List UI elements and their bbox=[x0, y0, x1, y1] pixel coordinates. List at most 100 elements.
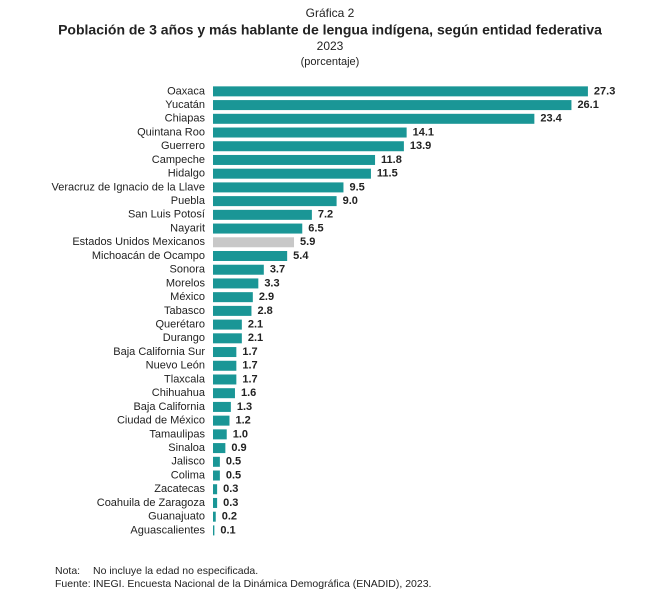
category-label: Querétaro bbox=[155, 319, 205, 331]
category-label: Morelos bbox=[166, 277, 206, 289]
value-label: 11.8 bbox=[381, 154, 402, 166]
bar bbox=[213, 292, 253, 303]
value-label: 2.8 bbox=[257, 305, 272, 317]
category-label: Quintana Roo bbox=[137, 126, 205, 138]
value-label: 23.4 bbox=[540, 113, 562, 125]
category-label: Sonora bbox=[170, 264, 206, 276]
value-label: 27.3 bbox=[594, 85, 615, 97]
bar bbox=[213, 333, 242, 344]
bar bbox=[213, 511, 216, 522]
bar bbox=[213, 154, 376, 165]
bar bbox=[213, 86, 588, 97]
unit-label: (porcentaje) bbox=[301, 56, 360, 68]
value-label: 0.5 bbox=[226, 469, 241, 481]
value-label: 9.0 bbox=[343, 195, 358, 207]
category-label: Sinaloa bbox=[168, 442, 206, 454]
value-label: 1.7 bbox=[242, 346, 257, 358]
value-label: 1.2 bbox=[235, 415, 250, 427]
bar bbox=[213, 141, 404, 152]
value-label: 1.3 bbox=[237, 401, 252, 413]
category-label: Michoacán de Ocampo bbox=[92, 250, 205, 262]
category-label: Coahuila de Zaragoza bbox=[97, 497, 206, 509]
category-label: Guanajuato bbox=[148, 511, 205, 523]
bar bbox=[213, 196, 337, 207]
value-label: 1.7 bbox=[242, 373, 257, 385]
value-label: 0.1 bbox=[220, 524, 235, 536]
category-label: Jalisco bbox=[171, 456, 205, 468]
value-label: 3.7 bbox=[270, 264, 285, 276]
category-label: Tabasco bbox=[164, 305, 205, 317]
bar bbox=[213, 127, 407, 138]
value-label: 0.9 bbox=[231, 442, 246, 454]
note-key: Nota: bbox=[55, 565, 80, 577]
value-label: 7.2 bbox=[318, 209, 333, 221]
category-label: Aguascalientes bbox=[130, 524, 205, 536]
bar bbox=[213, 360, 237, 371]
bar bbox=[213, 484, 218, 495]
value-label: 2.1 bbox=[248, 332, 263, 344]
category-label: Guerrero bbox=[161, 140, 205, 152]
note-key: Fuente: bbox=[55, 578, 91, 590]
bar bbox=[213, 278, 259, 289]
bar bbox=[213, 100, 572, 111]
bar bbox=[213, 347, 237, 358]
value-label: 0.3 bbox=[223, 483, 238, 495]
bar bbox=[213, 113, 535, 124]
value-label: 1.6 bbox=[241, 387, 256, 399]
value-label: 13.9 bbox=[410, 140, 431, 152]
chart-title: Población de 3 años y más hablante de le… bbox=[58, 22, 602, 38]
bar bbox=[213, 264, 264, 275]
value-label: 5.4 bbox=[293, 250, 309, 262]
category-label: Durango bbox=[163, 332, 205, 344]
value-label: 9.5 bbox=[349, 181, 364, 193]
category-label: Tlaxcala bbox=[164, 373, 206, 385]
bar bbox=[213, 223, 303, 234]
bar bbox=[213, 374, 237, 385]
category-label: Zacatecas bbox=[154, 483, 205, 495]
value-label: 26.1 bbox=[577, 99, 598, 111]
value-label: 2.1 bbox=[248, 319, 263, 331]
value-label: 0.5 bbox=[226, 456, 241, 468]
bar bbox=[213, 209, 312, 220]
bar bbox=[213, 415, 230, 426]
bar bbox=[213, 388, 235, 399]
category-label: Tamaulipas bbox=[149, 428, 205, 440]
bar bbox=[213, 305, 252, 316]
bar bbox=[213, 429, 227, 440]
category-label: San Luis Potosí bbox=[128, 209, 205, 221]
category-label: Nayarit bbox=[170, 222, 205, 234]
category-label: Chihuahua bbox=[152, 387, 206, 399]
category-label: Chiapas bbox=[165, 113, 206, 125]
chart-label: Gráfica 2 bbox=[306, 6, 355, 20]
value-label: 5.9 bbox=[300, 236, 315, 248]
bar bbox=[213, 401, 231, 412]
category-label: México bbox=[170, 291, 205, 303]
value-label: 1.0 bbox=[233, 428, 248, 440]
value-label: 0.2 bbox=[222, 511, 237, 523]
value-label: 1.7 bbox=[242, 360, 257, 372]
bar bbox=[213, 456, 220, 467]
value-label: 11.5 bbox=[377, 168, 398, 180]
bar bbox=[213, 525, 215, 536]
bar bbox=[213, 182, 344, 193]
value-label: 2.9 bbox=[259, 291, 274, 303]
category-label: Campeche bbox=[152, 154, 205, 166]
category-label: Ciudad de México bbox=[117, 415, 205, 427]
category-label: Nuevo León bbox=[146, 360, 205, 372]
category-label: Baja California bbox=[133, 401, 205, 413]
bar bbox=[213, 319, 242, 330]
bar bbox=[213, 497, 218, 508]
category-label: Baja California Sur bbox=[113, 346, 205, 358]
bar bbox=[213, 251, 288, 261]
category-label: Hidalgo bbox=[168, 168, 205, 180]
value-label: 3.3 bbox=[264, 277, 279, 289]
value-label: 6.5 bbox=[308, 222, 323, 234]
category-label: Veracruz de Ignacio de la Llave bbox=[52, 181, 206, 193]
note-text: No incluye la edad no especificada. bbox=[93, 565, 258, 577]
category-label: Colima bbox=[171, 469, 206, 481]
category-label: Estados Unidos Mexicanos bbox=[72, 236, 205, 248]
value-label: 0.3 bbox=[223, 497, 238, 509]
bar bbox=[213, 470, 220, 481]
bar bbox=[213, 443, 226, 454]
